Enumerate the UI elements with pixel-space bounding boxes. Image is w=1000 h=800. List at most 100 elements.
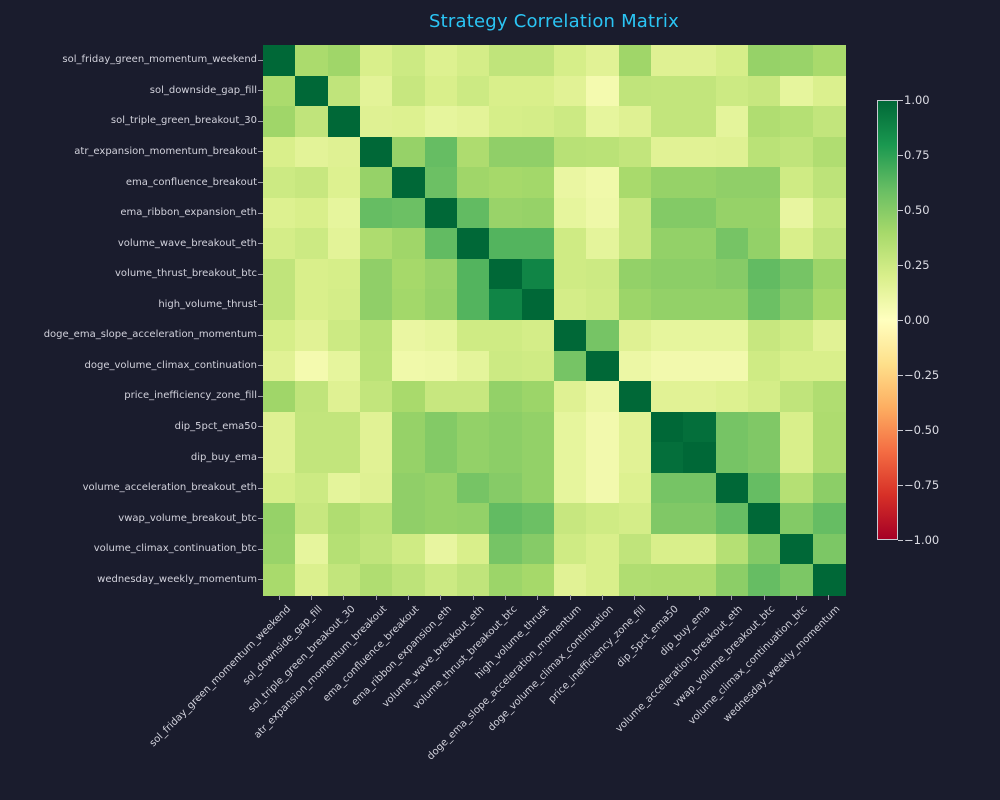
y-tick-mark: [258, 182, 263, 183]
heatmap-cell: [748, 503, 781, 535]
heatmap-cell: [489, 564, 523, 596]
heatmap-cell: [489, 320, 523, 352]
heatmap-cell: [424, 167, 458, 199]
heatmap-cell: [554, 167, 587, 199]
colorbar-tick-mark: [898, 154, 903, 156]
heatmap-cell: [554, 533, 587, 566]
heatmap-cell: [683, 75, 717, 107]
y-tick-mark: [258, 59, 263, 61]
heatmap-cell: [392, 411, 426, 443]
heatmap-cell: [715, 564, 749, 596]
heatmap-cell: [683, 106, 717, 138]
heatmap-cell: [651, 411, 684, 443]
y-tick-mark: [258, 304, 263, 306]
heatmap-cell: [554, 136, 587, 168]
y-tick-label: volume_climax_continuation_btc: [93, 543, 257, 555]
heatmap-cell: [489, 167, 523, 199]
y-tick-mark: [258, 457, 263, 458]
heatmap-cell: [360, 533, 393, 566]
heatmap-cell: [683, 472, 717, 504]
heatmap-cell: [424, 472, 458, 504]
heatmap-cell: [748, 167, 781, 199]
heatmap-cell: [715, 289, 749, 321]
heatmap-cell: [327, 350, 361, 382]
heatmap-cell: [327, 289, 361, 321]
heatmap-cell: [392, 442, 426, 474]
heatmap-cell: [360, 106, 393, 138]
heatmap-cell: [651, 503, 684, 535]
heatmap-cell: [715, 258, 749, 291]
heatmap-cell: [424, 136, 458, 168]
heatmap-cell: [618, 75, 652, 107]
heatmap-cell: [554, 564, 587, 596]
heatmap-cell: [715, 503, 749, 535]
heatmap-cell: [263, 258, 296, 291]
heatmap-cell: [295, 75, 329, 107]
heatmap-cell: [683, 289, 717, 321]
heatmap-cell: [618, 533, 652, 566]
heatmap-cell: [392, 136, 426, 168]
heatmap-cell: [360, 564, 393, 596]
heatmap-cell: [424, 442, 458, 474]
y-tick-label: sol_triple_green_breakout_30: [110, 115, 257, 127]
heatmap-cell: [683, 442, 717, 474]
heatmap-cell: [295, 381, 329, 413]
heatmap-cell: [586, 197, 620, 229]
heatmap-cell: [263, 320, 296, 352]
heatmap-cell: [812, 411, 846, 443]
heatmap-cell: [295, 106, 329, 138]
heatmap-cell: [554, 289, 587, 321]
heatmap-cell: [651, 45, 684, 77]
heatmap-cell: [651, 106, 684, 138]
y-tick-label: doge_volume_climax_continuation: [84, 359, 257, 371]
colorbar-tick-label: 0.00: [904, 312, 930, 327]
heatmap-cell: [812, 258, 846, 291]
x-tick-mark: [278, 595, 280, 600]
y-tick-label: ema_confluence_breakout: [125, 176, 257, 188]
colorbar-tick-label: −0.25: [904, 367, 940, 382]
heatmap-cell: [554, 442, 587, 474]
heatmap-cell: [263, 45, 296, 77]
x-tick-mark: [311, 595, 312, 600]
heatmap-cell: [651, 167, 684, 199]
heatmap-cell: [651, 381, 684, 413]
colorbar-tick-mark: [898, 209, 903, 211]
heatmap-cell: [651, 197, 684, 229]
heatmap-cell: [715, 136, 749, 168]
heatmap-cell: [360, 228, 393, 260]
heatmap-cell: [457, 106, 490, 138]
heatmap-cell: [748, 411, 781, 443]
heatmap-cell: [780, 503, 814, 535]
colorbar-tick-label: 0.25: [904, 257, 930, 272]
heatmap-cell: [295, 289, 329, 321]
heatmap-cell: [424, 228, 458, 260]
heatmap-cell: [780, 472, 814, 504]
heatmap-cell: [521, 197, 555, 229]
heatmap-cell: [424, 350, 458, 382]
heatmap-cell: [618, 45, 652, 77]
heatmap-cell: [554, 350, 587, 382]
heatmap-cell: [457, 381, 490, 413]
heatmap-cell: [812, 350, 846, 382]
heatmap-cell: [618, 564, 652, 596]
heatmap-cell: [392, 320, 426, 352]
heatmap-cell: [263, 167, 296, 199]
heatmap-cell: [812, 564, 846, 596]
heatmap-cell: [457, 503, 490, 535]
heatmap-cell: [263, 564, 296, 596]
heatmap-cell: [812, 45, 846, 77]
heatmap-cell: [327, 503, 361, 535]
heatmap-cell: [489, 75, 523, 107]
heatmap-cell: [618, 167, 652, 199]
heatmap-cell: [392, 75, 426, 107]
y-tick-mark: [258, 273, 263, 275]
heatmap-cell: [295, 411, 329, 443]
heatmap-cell: [263, 533, 296, 566]
heatmap-cell: [360, 442, 393, 474]
y-tick-label: atr_expansion_momentum_breakout: [74, 145, 257, 157]
heatmap-cell: [618, 228, 652, 260]
heatmap-cell: [586, 136, 620, 168]
heatmap-cell: [586, 228, 620, 260]
heatmap-cell: [683, 350, 717, 382]
